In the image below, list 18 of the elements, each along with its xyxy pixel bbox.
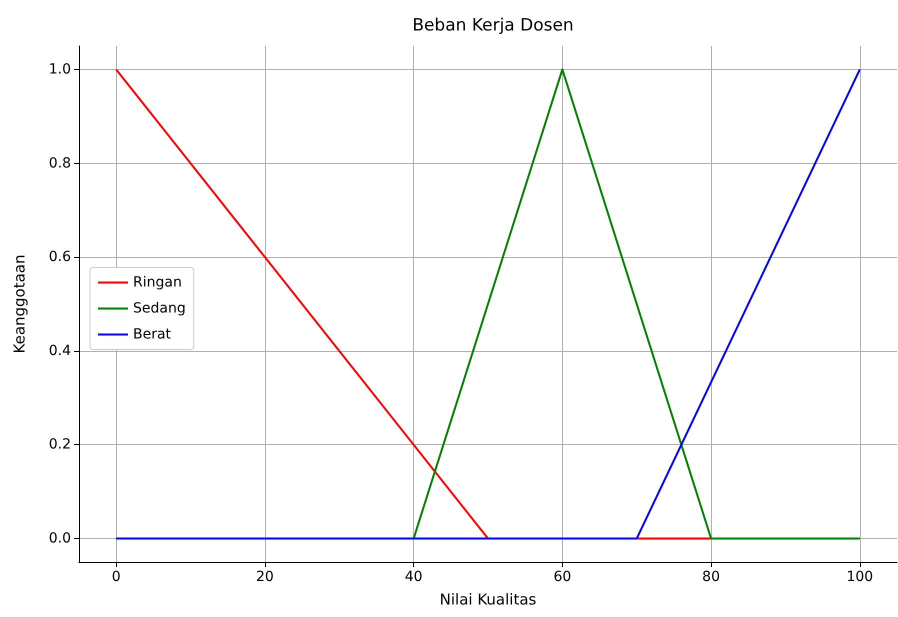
x-tick-label: 80 [702, 569, 720, 585]
x-tick-label: 40 [404, 569, 423, 585]
y-tick-label: 0.8 [48, 155, 71, 172]
x-tick-label: 20 [256, 569, 274, 585]
x-tick-label: 60 [553, 569, 572, 585]
y-tick-label: 0.4 [48, 342, 72, 359]
legend-label: Berat [133, 326, 172, 342]
y-tick-label: 0.0 [48, 530, 71, 547]
x-axis-title: Nilai Kualitas [440, 590, 537, 608]
x-tick-label: 0 [112, 569, 121, 585]
y-tick-label: 0.6 [48, 249, 72, 266]
chart-title: Beban Kerja Dosen [412, 16, 574, 36]
legend-label: Ringan [133, 274, 182, 290]
y-axis-title: Keanggotaan [10, 254, 28, 354]
legend-label: Sedang [133, 300, 186, 316]
x-tick-label: 100 [846, 569, 874, 585]
y-tick-label: 0.2 [48, 436, 71, 453]
y-tick-label: 1.0 [48, 61, 71, 78]
